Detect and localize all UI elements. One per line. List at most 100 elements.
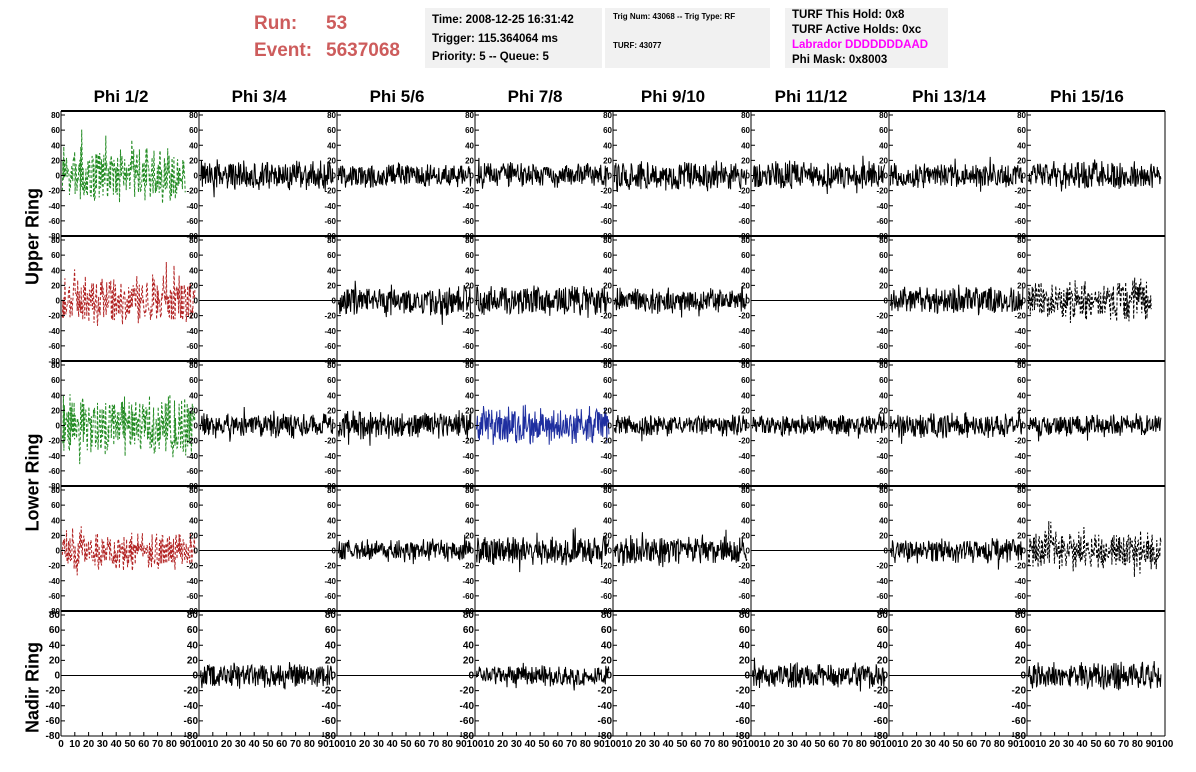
y-tick-label: -60 <box>462 467 474 476</box>
y-tick-label: -60 <box>876 342 888 351</box>
y-tick-label: 20 <box>465 406 474 415</box>
waveform-r2-c7 <box>1027 413 1162 442</box>
x-tick-label: 10 <box>759 739 771 750</box>
y-tick-label: 80 <box>877 610 889 621</box>
y-tick-label: -60 <box>324 217 336 226</box>
run-value: 53 <box>326 13 348 34</box>
x-tick-label: 80 <box>856 739 868 750</box>
y-tick-label: -40 <box>184 701 199 712</box>
event-value: 5637068 <box>326 40 400 61</box>
y-tick-label: 0 <box>56 297 61 306</box>
waveform-r2-c6 <box>889 409 1024 444</box>
y-tick-label: 60 <box>49 625 61 636</box>
y-tick-label: -80 <box>186 482 198 491</box>
y-tick-label: 60 <box>739 625 751 636</box>
y-tick-label: -80 <box>48 482 60 491</box>
y-tick-label: -80 <box>876 482 888 491</box>
y-tick-label: 20 <box>327 406 336 415</box>
y-tick-label: -40 <box>186 202 198 211</box>
y-tick-label: -80 <box>460 731 475 742</box>
y-tick-label: -80 <box>48 232 60 241</box>
y-tick-label: -60 <box>876 467 888 476</box>
y-tick-label: 60 <box>741 501 750 510</box>
y-tick-label: -80 <box>600 357 612 366</box>
y-tick-label: 20 <box>51 406 60 415</box>
y-tick-label: 40 <box>1017 266 1026 275</box>
waveform-r0-c5 <box>751 155 886 195</box>
y-tick-label: 0 <box>332 422 337 431</box>
waveform-r1-c2 <box>337 280 472 325</box>
y-tick-label: 80 <box>1015 610 1027 621</box>
y-tick-label: 80 <box>465 236 474 245</box>
y-tick-label: 20 <box>603 156 612 165</box>
x-tick-label: 100 <box>1019 739 1036 750</box>
y-tick-label: 60 <box>879 126 888 135</box>
y-tick-label: 80 <box>739 610 751 621</box>
waveform-r0-c3 <box>475 157 610 189</box>
y-tick-label: -60 <box>874 716 889 727</box>
y-tick-label: 60 <box>189 251 198 260</box>
x-tick-label: 70 <box>290 739 302 750</box>
y-tick-label: 80 <box>1017 111 1026 120</box>
y-tick-label: -20 <box>600 562 612 571</box>
y-tick-label: -20 <box>462 437 474 446</box>
waveform-r2-c1 <box>199 406 334 442</box>
y-tick-label: 20 <box>463 655 475 666</box>
x-tick-label: 10 <box>207 739 219 750</box>
waveform-r1-c7 <box>1027 277 1152 324</box>
y-tick-label: 40 <box>187 640 199 651</box>
y-tick-label: 40 <box>49 640 61 651</box>
waveform-r4-c3 <box>475 662 610 691</box>
y-tick-label: 60 <box>465 126 474 135</box>
x-tick-label: 50 <box>952 739 964 750</box>
y-tick-label: -40 <box>598 701 613 712</box>
y-tick-label: -40 <box>600 327 612 336</box>
y-tick-label: 20 <box>879 156 888 165</box>
y-tick-label: 20 <box>51 156 60 165</box>
y-tick-label: 20 <box>877 655 889 666</box>
y-tick-label: -60 <box>1014 592 1026 601</box>
x-tick-label: 80 <box>166 739 178 750</box>
waveform-r3-c3 <box>475 527 610 573</box>
y-tick-label: 60 <box>465 376 474 385</box>
y-tick-label: -20 <box>598 686 613 697</box>
y-tick-label: -40 <box>874 701 889 712</box>
y-tick-label: -20 <box>876 562 888 571</box>
x-tick-label: 100 <box>191 739 208 750</box>
column-title-phi-1-2: Phi 1/2 <box>93 87 149 106</box>
x-tick-label: 80 <box>718 739 730 750</box>
y-tick-label: 40 <box>741 266 750 275</box>
y-tick-label: 0 <box>1022 297 1027 306</box>
y-tick-label: -20 <box>48 562 60 571</box>
x-tick-label: 10 <box>1035 739 1047 750</box>
y-tick-label: 40 <box>327 391 336 400</box>
y-tick-label: 40 <box>327 141 336 150</box>
y-tick-label: -40 <box>324 327 336 336</box>
y-tick-label: 0 <box>882 671 888 682</box>
y-tick-label: -80 <box>1014 232 1026 241</box>
y-tick-label: 80 <box>879 361 888 370</box>
y-tick-label: 20 <box>603 531 612 540</box>
x-tick-label: 20 <box>1049 739 1061 750</box>
y-tick-label: 0 <box>56 422 61 431</box>
timing-info-box: Time: 2008-12-25 16:31:42 Trigger: 115.3… <box>425 8 602 68</box>
y-tick-label: -60 <box>460 716 475 727</box>
y-tick-label: 0 <box>608 172 613 181</box>
y-tick-label: 0 <box>470 297 475 306</box>
y-tick-label: -40 <box>324 577 336 586</box>
y-tick-label: 60 <box>741 251 750 260</box>
x-tick-label: 60 <box>276 739 288 750</box>
y-tick-label: -40 <box>462 327 474 336</box>
y-tick-label: -20 <box>1014 312 1026 321</box>
y-tick-label: 80 <box>741 361 750 370</box>
column-title-phi-7-8: Phi 7/8 <box>507 87 563 106</box>
y-tick-label: 60 <box>877 625 889 636</box>
y-tick-label: -20 <box>462 187 474 196</box>
waveform-r1-c0 <box>61 261 196 326</box>
waveform-r2-c3 <box>475 404 610 445</box>
x-tick-label: 10 <box>483 739 495 750</box>
y-tick-label: 0 <box>332 547 337 556</box>
x-tick-label: 40 <box>939 739 951 750</box>
y-tick-label: -20 <box>462 562 474 571</box>
y-tick-label: 20 <box>1017 406 1026 415</box>
